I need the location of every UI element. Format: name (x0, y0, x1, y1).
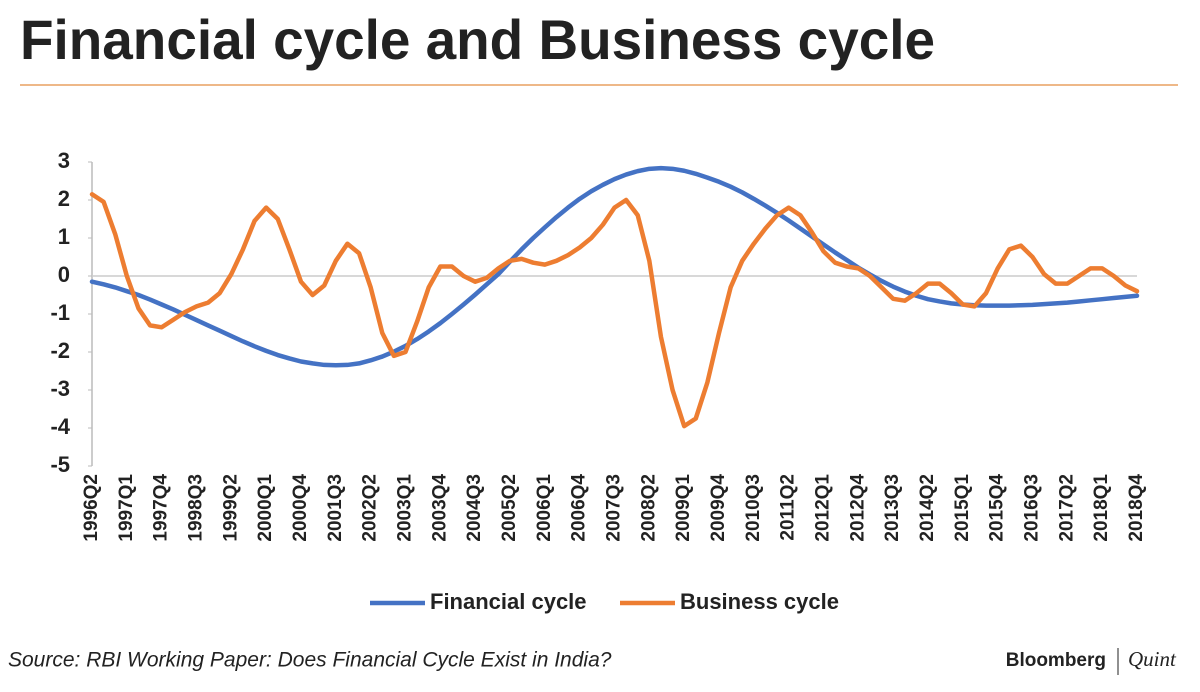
x-tick-label: 2003Q4 (429, 474, 450, 542)
source: Source: RBI Working Paper: Does Financia… (8, 649, 612, 672)
brand: Bloomberg (1006, 650, 1106, 671)
y-tick-label: 1 (58, 224, 70, 249)
x-tick-label: 2013Q3 (882, 474, 903, 542)
x-tick-label: 2010Q3 (743, 474, 764, 542)
chart-title: Financial cycle and Business cycle (20, 8, 935, 71)
x-tick-label: 2001Q3 (325, 474, 346, 542)
x-tick-label: 1998Q3 (186, 474, 207, 542)
x-tick-label: 2011Q2 (778, 474, 799, 541)
y-tick-label: -5 (50, 452, 70, 477)
x-tick-label: 2018Q4 (1126, 474, 1147, 542)
legend-label: Business cycle (680, 589, 839, 614)
series-line (89, 165, 1140, 368)
x-tick-label: 2006Q1 (534, 474, 555, 542)
y-tick-label: 0 (58, 262, 70, 287)
x-tick-label: 2003Q1 (395, 474, 416, 542)
x-tick-label: 2000Q4 (290, 474, 311, 542)
x-tick-label: 2005Q2 (499, 474, 520, 542)
x-tick-label: 2014Q2 (917, 474, 938, 542)
x-tick-label: 2006Q4 (569, 474, 590, 542)
x-tick-label: 1997Q4 (151, 474, 172, 542)
x-tick-label: 2008Q2 (638, 474, 659, 542)
brand: Quint (1128, 647, 1177, 671)
y-tick-label: -1 (50, 300, 70, 325)
x-tick-label: 1996Q2 (81, 474, 102, 542)
x-tick-label: 1997Q1 (116, 474, 137, 542)
legend-label: Financial cycle (430, 589, 587, 614)
y-tick-label: -2 (50, 338, 70, 363)
x-tick-label: 2009Q1 (673, 474, 694, 542)
x-tick-label: 2016Q3 (1022, 474, 1043, 542)
x-tick-label: 2015Q4 (987, 474, 1008, 542)
x-tick-label: 2017Q2 (1056, 474, 1077, 542)
x-tick-label: 2015Q1 (952, 474, 973, 542)
x-tick-label: 2018Q1 (1091, 474, 1112, 542)
x-tick-label: 2012Q1 (813, 474, 834, 542)
y-tick-label: 3 (58, 148, 70, 173)
y-tick-label: 2 (58, 186, 70, 211)
x-tick-label: 2009Q4 (708, 474, 729, 542)
x-tick-label: 2004Q3 (464, 474, 485, 542)
x-tick-label: 2007Q3 (604, 474, 625, 542)
y-tick-label: -3 (50, 376, 70, 401)
x-tick-label: 1999Q2 (220, 474, 241, 542)
series-line (89, 192, 1140, 429)
x-tick-label: 2012Q4 (847, 474, 868, 542)
x-tick-label: 2000Q1 (255, 474, 276, 542)
y-tick-label: -4 (50, 414, 70, 439)
x-tick-label: 2002Q2 (360, 474, 381, 542)
